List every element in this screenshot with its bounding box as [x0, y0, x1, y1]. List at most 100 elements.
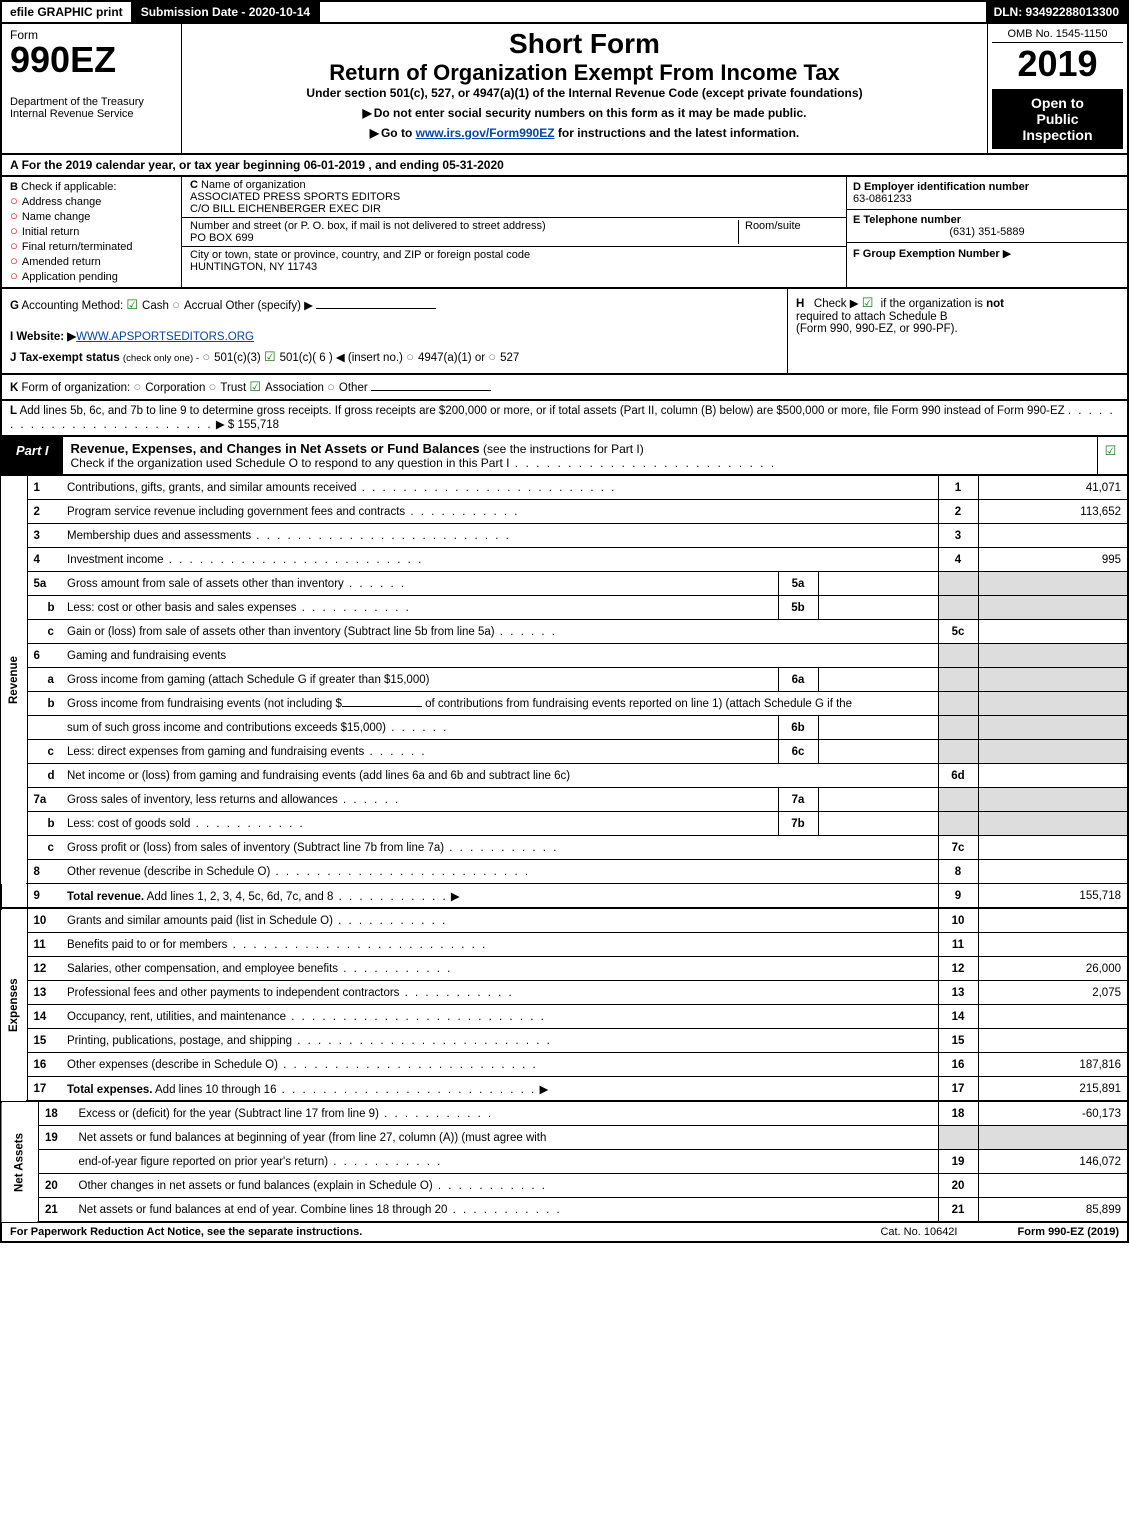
val-8 [978, 860, 1128, 884]
row-a-period: A For the 2019 calendar year, or tax yea… [0, 155, 1129, 177]
efile-label: efile GRAPHIC print [2, 2, 133, 22]
title-main: Return of Organization Exempt From Incom… [186, 60, 983, 86]
city-row: City or town, state or province, country… [182, 247, 846, 275]
chk-amended-return[interactable] [10, 256, 22, 268]
chk-final-return[interactable] [10, 241, 22, 253]
header-right: OMB No. 1545-1150 2019 Open to Public In… [987, 24, 1127, 153]
irs-link[interactable]: www.irs.gov/Form990EZ [416, 126, 555, 140]
col-b: B Check if applicable: Address change Na… [2, 177, 182, 287]
a-text: For the 2019 calendar year, or tax year … [22, 158, 504, 172]
side-expenses: Expenses [1, 909, 27, 1101]
street-row: Number and street (or P. O. box, if mail… [182, 218, 846, 247]
val-18: -60,173 [978, 1102, 1128, 1126]
part1-header: Part I Revenue, Expenses, and Changes in… [0, 437, 1129, 476]
chk-corp[interactable] [133, 382, 145, 394]
form-header: Form 990EZ Department of the Treasury In… [0, 24, 1129, 155]
row-g: G Accounting Method: Cash Accrual Other … [10, 295, 779, 315]
notice-ssn: Do not enter social security numbers on … [186, 106, 983, 120]
city: HUNTINGTON, NY 11743 [190, 261, 317, 273]
phone: (631) 351-5889 [853, 226, 1121, 238]
val-19: 146,072 [978, 1150, 1128, 1174]
notice-goto: Go to www.irs.gov/Form990EZ for instruct… [186, 126, 983, 140]
chk-other-org[interactable] [327, 382, 339, 394]
ein-row: D Employer identification number 63-0861… [847, 177, 1127, 210]
gross-receipts: $ 155,718 [228, 419, 279, 431]
page-footer: For Paperwork Reduction Act Notice, see … [0, 1223, 1129, 1243]
dln: DLN: 93492288013300 [986, 2, 1127, 22]
misc-block: G Accounting Method: Cash Accrual Other … [0, 289, 1129, 375]
top-bar: efile GRAPHIC print Submission Date - 20… [0, 0, 1129, 24]
val-2: 113,652 [978, 500, 1128, 524]
val-11 [978, 933, 1128, 957]
val-12: 26,000 [978, 957, 1128, 981]
val-4: 995 [978, 548, 1128, 572]
val-10 [978, 909, 1128, 933]
footer-left: For Paperwork Reduction Act Notice, see … [10, 1226, 362, 1238]
chk-h[interactable] [862, 298, 878, 310]
side-netassets: Net Assets [1, 1102, 39, 1222]
val-1: 41,071 [978, 476, 1128, 500]
row-h: H Check ▶ if the organization is not req… [787, 289, 1127, 373]
org-name-row: C Name of organization ASSOCIATED PRESS … [182, 177, 846, 218]
chk-4947[interactable] [406, 352, 418, 364]
irs-label: Internal Revenue Service [10, 108, 173, 120]
footer-catno: Cat. No. 10642I [880, 1226, 957, 1238]
val-13: 2,075 [978, 981, 1128, 1005]
misc-left: G Accounting Method: Cash Accrual Other … [2, 289, 787, 373]
val-7c [978, 836, 1128, 860]
submission-date: Submission Date - 2020-10-14 [133, 2, 320, 22]
ein: 63-0861233 [853, 193, 912, 205]
side-revenue: Revenue [1, 476, 27, 884]
chk-501c3[interactable] [202, 352, 214, 364]
other-org-line[interactable] [371, 390, 491, 391]
val-16: 187,816 [978, 1053, 1128, 1077]
dept-treasury: Department of the Treasury [10, 96, 173, 108]
val-17: 215,891 [978, 1077, 1128, 1101]
phone-row: E Telephone number (631) 351-5889 [847, 210, 1127, 243]
part1-title: Revenue, Expenses, and Changes in Net As… [63, 437, 1097, 474]
row-i: I Website: ▶WWW.APSPORTSEDITORS.ORG [10, 329, 779, 346]
chk-address-change[interactable] [10, 196, 22, 208]
org-co: C/O BILL EICHENBERGER EXEC DIR [190, 203, 381, 215]
street: PO BOX 699 [190, 232, 254, 244]
other-specify-line[interactable] [316, 308, 436, 309]
val-5c [978, 620, 1128, 644]
website-link[interactable]: WWW.APSPORTSEDITORS.ORG [76, 331, 254, 343]
val-6d [978, 764, 1128, 788]
part1-schedule-o-check[interactable] [1097, 437, 1127, 474]
chk-initial-return[interactable] [10, 226, 22, 238]
info-block: B Check if applicable: Address change Na… [0, 177, 1129, 289]
chk-name-change[interactable] [10, 211, 22, 223]
row-j: J Tax-exempt status (check only one) - 5… [10, 347, 779, 367]
val-15 [978, 1029, 1128, 1053]
check-if: Check if applicable: [21, 181, 116, 193]
chk-application-pending[interactable] [10, 271, 22, 283]
val-21: 85,899 [978, 1198, 1128, 1222]
val-9: 155,718 [978, 884, 1128, 908]
chk-assoc[interactable] [249, 382, 265, 394]
title-under: Under section 501(c), 527, or 4947(a)(1)… [186, 86, 983, 100]
header-center: Short Form Return of Organization Exempt… [182, 24, 987, 153]
org-name: ASSOCIATED PRESS SPORTS EDITORS [190, 191, 400, 203]
revenue-table: Revenue 1 Contributions, gifts, grants, … [0, 476, 1129, 909]
col-c: C Name of organization ASSOCIATED PRESS … [182, 177, 847, 287]
header-left: Form 990EZ Department of the Treasury In… [2, 24, 182, 153]
chk-501c[interactable] [264, 352, 280, 364]
val-20 [978, 1174, 1128, 1198]
footer-form: Form 990-EZ (2019) [1018, 1226, 1120, 1238]
val-3 [978, 524, 1128, 548]
tax-year: 2019 [992, 43, 1123, 85]
title-short: Short Form [186, 28, 983, 60]
chk-accrual[interactable] [172, 300, 184, 312]
chk-527[interactable] [488, 352, 500, 364]
part1-tab: Part I [2, 437, 63, 474]
chk-trust[interactable] [209, 382, 221, 394]
omb-number: OMB No. 1545-1150 [992, 28, 1123, 43]
group-exemption-row: F Group Exemption Number ▶ [847, 243, 1127, 264]
row-l: L Add lines 5b, 6c, and 7b to line 9 to … [0, 401, 1129, 437]
chk-cash[interactable] [126, 300, 142, 312]
a-label: A [10, 158, 18, 172]
efile-text: efile GRAPHIC print [10, 5, 123, 19]
netassets-table: Net Assets 18 Excess or (deficit) for th… [0, 1102, 1129, 1223]
col-def: D Employer identification number 63-0861… [847, 177, 1127, 287]
